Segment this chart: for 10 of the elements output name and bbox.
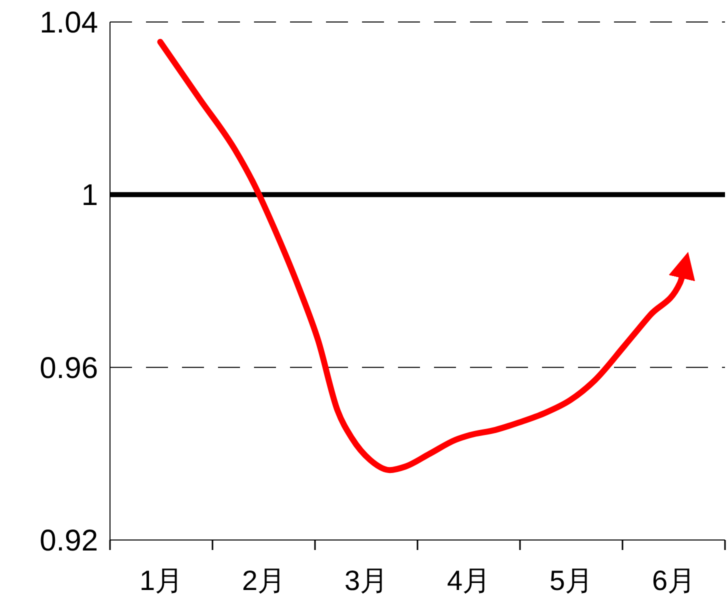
x-tick-label: 3月 bbox=[344, 565, 388, 596]
y-tick-label: 1.04 bbox=[40, 6, 98, 40]
x-tick-label: 2月 bbox=[242, 565, 286, 596]
x-tick-label: 5月 bbox=[549, 565, 594, 596]
x-tick-label: 1月 bbox=[139, 565, 184, 596]
y-tick-label: 0.92 bbox=[40, 524, 98, 558]
x-tick-label: 6月 bbox=[652, 565, 696, 596]
y-tick-label: 1 bbox=[81, 179, 98, 212]
y-tick-label: 0.96 bbox=[40, 352, 98, 385]
x-tick-label: 4月 bbox=[446, 565, 491, 596]
